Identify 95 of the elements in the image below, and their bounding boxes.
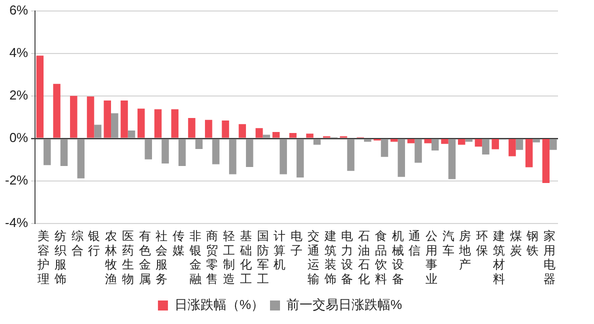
bar (154, 109, 162, 138)
bar (482, 138, 490, 155)
bar (407, 138, 415, 144)
bar (36, 56, 44, 138)
x-tick-label: 家用电器 (544, 228, 556, 286)
bar (272, 132, 280, 138)
bar (306, 134, 314, 138)
bar (542, 138, 550, 184)
bar (448, 138, 456, 180)
x-tick-label: 社会服务 (156, 228, 168, 286)
bar (70, 96, 78, 138)
x-tick-label: 基础化工 (238, 228, 252, 286)
bar (550, 138, 557, 150)
bar (424, 138, 432, 144)
bar (60, 138, 68, 166)
bar (525, 138, 533, 168)
bar (347, 138, 354, 171)
x-tick-label: 公用事业 (425, 228, 438, 286)
bar (246, 138, 254, 168)
x-tick-label: 美容护理 (36, 228, 50, 286)
x-tick-label: 纺织服饰 (53, 228, 66, 286)
bar (474, 138, 482, 147)
y-tick-label: -4% (4, 214, 29, 230)
bar (212, 138, 220, 164)
x-tick-label: 建筑材料 (492, 228, 505, 286)
y-tick-label: -2% (4, 172, 29, 188)
x-tick-label: 农林牧渔 (104, 228, 118, 286)
y-tick-label: 0% (9, 130, 29, 145)
bar (516, 138, 524, 150)
bar (195, 138, 203, 149)
bar (364, 138, 372, 142)
bar (104, 100, 112, 138)
bar (53, 84, 60, 138)
x-tick-label: 交通运输 (307, 228, 320, 286)
x-tick-label: 有色金属 (138, 228, 151, 286)
bar (532, 138, 540, 142)
y-tick-label: 2% (9, 87, 29, 102)
x-tick-label: 环保 (476, 228, 488, 258)
x-tick-label: 电子 (290, 228, 303, 258)
legend-label: 前一交易日涨跌幅% (286, 297, 402, 312)
bar (86, 96, 94, 138)
bar (262, 134, 270, 138)
x-tick-label: 商贸零售 (206, 228, 218, 286)
bar (162, 138, 169, 164)
bar (431, 138, 439, 150)
x-tick-label: 轻工制造 (223, 228, 236, 286)
bar (204, 120, 212, 138)
x-tick-label: 石油石化 (358, 228, 370, 286)
bar (289, 133, 297, 138)
x-tick-label: 房地产 (458, 228, 472, 272)
bar (313, 138, 321, 145)
bar (138, 108, 145, 138)
x-tick-label: 综合 (71, 228, 84, 258)
x-tick-label: 医药生物 (122, 228, 134, 286)
bar (492, 138, 499, 150)
bar (465, 138, 472, 142)
bar (256, 128, 263, 138)
x-tick-label: 钢铁 (526, 228, 539, 258)
bar (458, 138, 466, 145)
bar (120, 100, 128, 138)
bar (178, 138, 186, 166)
x-tick-label: 银行 (87, 228, 100, 258)
x-tick-label: 食品饮料 (374, 228, 387, 286)
x-tick-label: 通信 (408, 228, 421, 258)
bar (128, 130, 136, 138)
x-tick-label: 电力设备 (341, 228, 354, 286)
x-tick-label: 汽车 (442, 228, 454, 258)
x-tick-label: 非银金融 (188, 228, 202, 286)
x-tick-label: 建筑装饰 (323, 228, 336, 286)
bar (398, 138, 406, 177)
bar (238, 124, 246, 138)
bar (171, 109, 178, 138)
bar (111, 113, 118, 138)
bar (44, 138, 51, 166)
bar (380, 138, 388, 157)
y-tick-label: 4% (9, 44, 29, 60)
bar (94, 124, 102, 138)
bar (390, 138, 398, 142)
bar (414, 138, 422, 163)
x-tick-label: 国防军工 (256, 228, 269, 286)
bar (229, 138, 236, 174)
bar (508, 138, 516, 156)
bar (144, 138, 152, 160)
x-tick-label: 传媒 (172, 228, 184, 258)
bar (77, 138, 85, 178)
legend-label: 日涨跌幅（%） (174, 297, 264, 312)
x-tick-label: 煤炭 (510, 228, 522, 258)
bar (280, 138, 287, 174)
bar (441, 138, 448, 144)
bar (188, 118, 196, 138)
x-tick-label: 机械设备 (392, 228, 404, 286)
bar (296, 138, 304, 178)
x-tick-label: 计算机 (274, 228, 286, 272)
y-tick-label: 6% (9, 2, 29, 18)
bar (222, 120, 230, 138)
